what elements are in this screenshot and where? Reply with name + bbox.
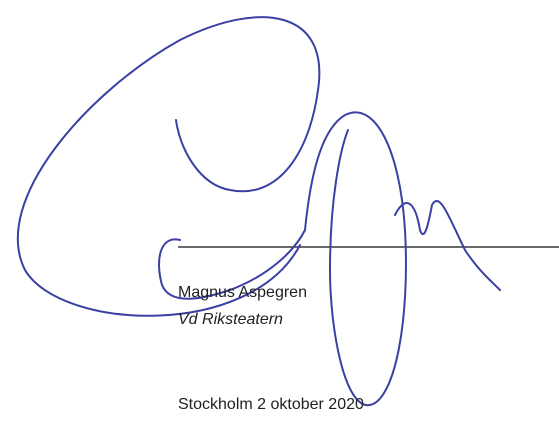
signer-title: Vd Riksteatern [178,311,283,328]
signature [16,16,501,407]
signer-name: Magnus Aspegren [178,284,307,301]
place-date: Stockholm 2 oktober 2020 [178,396,364,413]
